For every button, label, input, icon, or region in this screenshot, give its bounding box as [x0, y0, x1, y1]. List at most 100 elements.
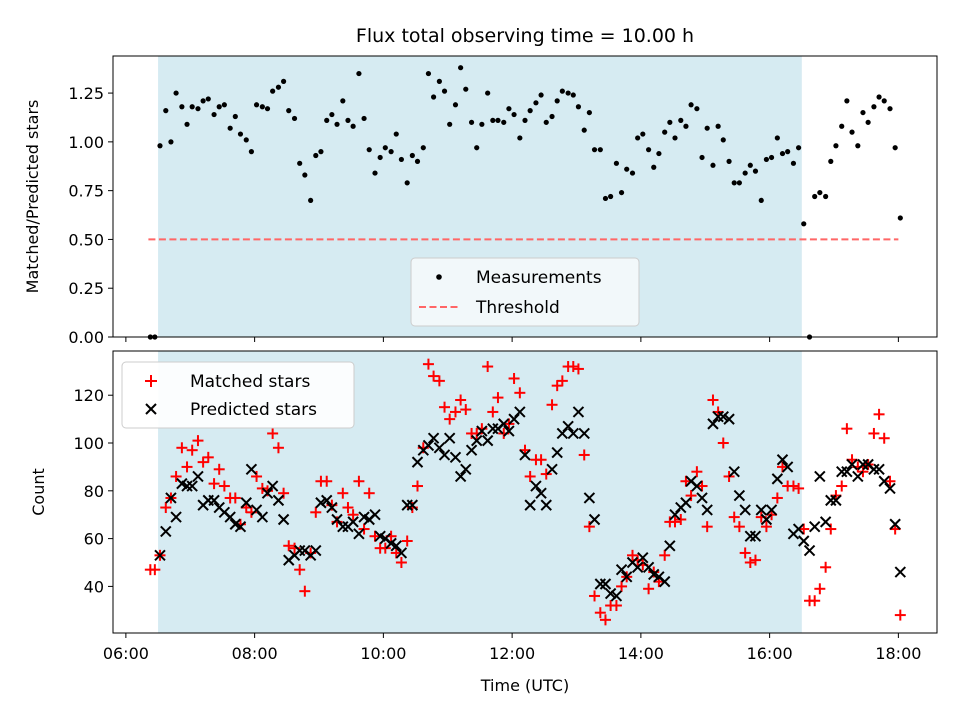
bottom-y-axis-label: Count: [29, 468, 48, 516]
top-y-axis: 0.00 0.25 0.50 0.75 1.00 1.25: [68, 84, 113, 347]
matched-star-point: [492, 392, 504, 404]
matched-star-point: [213, 463, 225, 475]
measurement-point: [871, 104, 877, 110]
top-y-tick-label: 0.00: [68, 328, 104, 347]
measurement-point: [844, 98, 850, 104]
matched-star-point: [567, 361, 579, 373]
measurement-point: [699, 154, 705, 161]
measurement-point: [179, 104, 185, 110]
predicted-star-point: [588, 513, 601, 526]
predicted-star-point: [476, 425, 488, 437]
measurement-point: [334, 121, 340, 127]
measurement-point: [302, 172, 308, 178]
measurement-point: [232, 113, 238, 120]
predicted-star-point: [604, 587, 617, 600]
predicted-star-point: [803, 544, 816, 557]
measurement-point: [667, 119, 673, 125]
measurement-point: [468, 119, 475, 125]
measurement-point: [291, 115, 298, 122]
measurement-point: [388, 149, 394, 155]
measurement-point: [501, 119, 507, 125]
measurement-point: [678, 117, 684, 123]
measurement-point: [237, 131, 244, 137]
predicted-star-point: [438, 449, 451, 461]
matched-star-point: [535, 454, 547, 466]
measurement-point: [635, 135, 641, 141]
matched-star-point: [578, 449, 590, 461]
x-tick-label: 08:00: [232, 644, 278, 663]
predicted-star-point: [798, 535, 810, 547]
predicted-star-point: [266, 480, 279, 492]
measurement-point: [629, 170, 636, 176]
predicted-star-point: [551, 446, 563, 459]
measurement-point: [591, 147, 598, 153]
measurement-point: [715, 123, 721, 129]
measurement-point: [506, 106, 512, 112]
predicted-star-point: [401, 499, 413, 511]
matched-star-point: [379, 542, 391, 554]
matched-star-point: [841, 423, 853, 435]
measurement-point: [613, 160, 620, 166]
matched-star-point: [487, 406, 499, 418]
predicted-star-point: [498, 418, 510, 430]
matched-star-point: [460, 404, 472, 416]
matched-star-point: [310, 506, 322, 518]
predicted-star-point: [749, 530, 762, 542]
predicted-star-point: [852, 470, 864, 483]
measurement-point: [382, 145, 388, 151]
measurement-point: [581, 127, 587, 133]
measurement-point: [763, 156, 770, 163]
matched-star-point: [160, 502, 172, 514]
measurement-point: [184, 121, 190, 127]
predicted-star-point: [712, 411, 724, 423]
measurement-point: [409, 152, 415, 159]
matched-star-point: [294, 564, 306, 576]
measurement-point: [543, 119, 549, 125]
measurement-point: [672, 135, 678, 141]
measurement-point: [286, 108, 292, 114]
predicted-star-point: [658, 575, 671, 588]
measurement-point: [758, 197, 764, 204]
measurement-point: [173, 90, 179, 96]
matched-star-point: [659, 549, 671, 561]
matched-star-point: [627, 549, 639, 561]
matched-star-point: [680, 475, 692, 487]
measurement-point: [227, 125, 233, 131]
measurement-point: [264, 106, 271, 112]
predicted-star-point: [707, 418, 719, 430]
matched-star-point: [433, 375, 445, 387]
matched-star-point: [793, 482, 805, 494]
matched-star-point: [643, 583, 655, 595]
measurement-point: [163, 108, 169, 114]
predicted-star-point: [825, 494, 837, 507]
matched-star-point: [572, 363, 584, 375]
measurement-point: [790, 160, 797, 166]
measurement-point: [704, 125, 710, 131]
predicted-star-point: [326, 501, 338, 514]
predicted-star-point: [599, 578, 612, 590]
measurement-point: [157, 143, 163, 149]
predicted-star-point: [873, 463, 885, 476]
predicted-star-point: [390, 540, 402, 552]
x-tick-label: 06:00: [103, 644, 149, 663]
measurement-point: [527, 108, 533, 114]
predicted-star-point: [637, 552, 649, 564]
predicted-star-point: [406, 499, 419, 511]
matched-star-point: [589, 590, 601, 602]
top-y-tick-label: 0.25: [68, 279, 104, 298]
measurement-point: [200, 98, 206, 104]
x-tick-label: 14:00: [618, 644, 664, 663]
matched-star-point: [267, 427, 279, 439]
measurement-point: [243, 137, 249, 143]
predicted-star-point: [353, 528, 365, 540]
chart-title: Flux total observing time = 10.00 h: [356, 25, 694, 47]
measurement-point: [618, 189, 625, 196]
measurement-point: [720, 137, 726, 143]
legend-predicted-label: Predicted stars: [190, 400, 317, 420]
bottom-y-tick-label: 80: [84, 482, 104, 501]
predicted-star-point: [487, 422, 499, 435]
measurement-point: [533, 100, 539, 106]
predicted-star-point: [256, 511, 269, 523]
measurement-point: [372, 170, 378, 176]
matched-star-point: [299, 585, 311, 597]
